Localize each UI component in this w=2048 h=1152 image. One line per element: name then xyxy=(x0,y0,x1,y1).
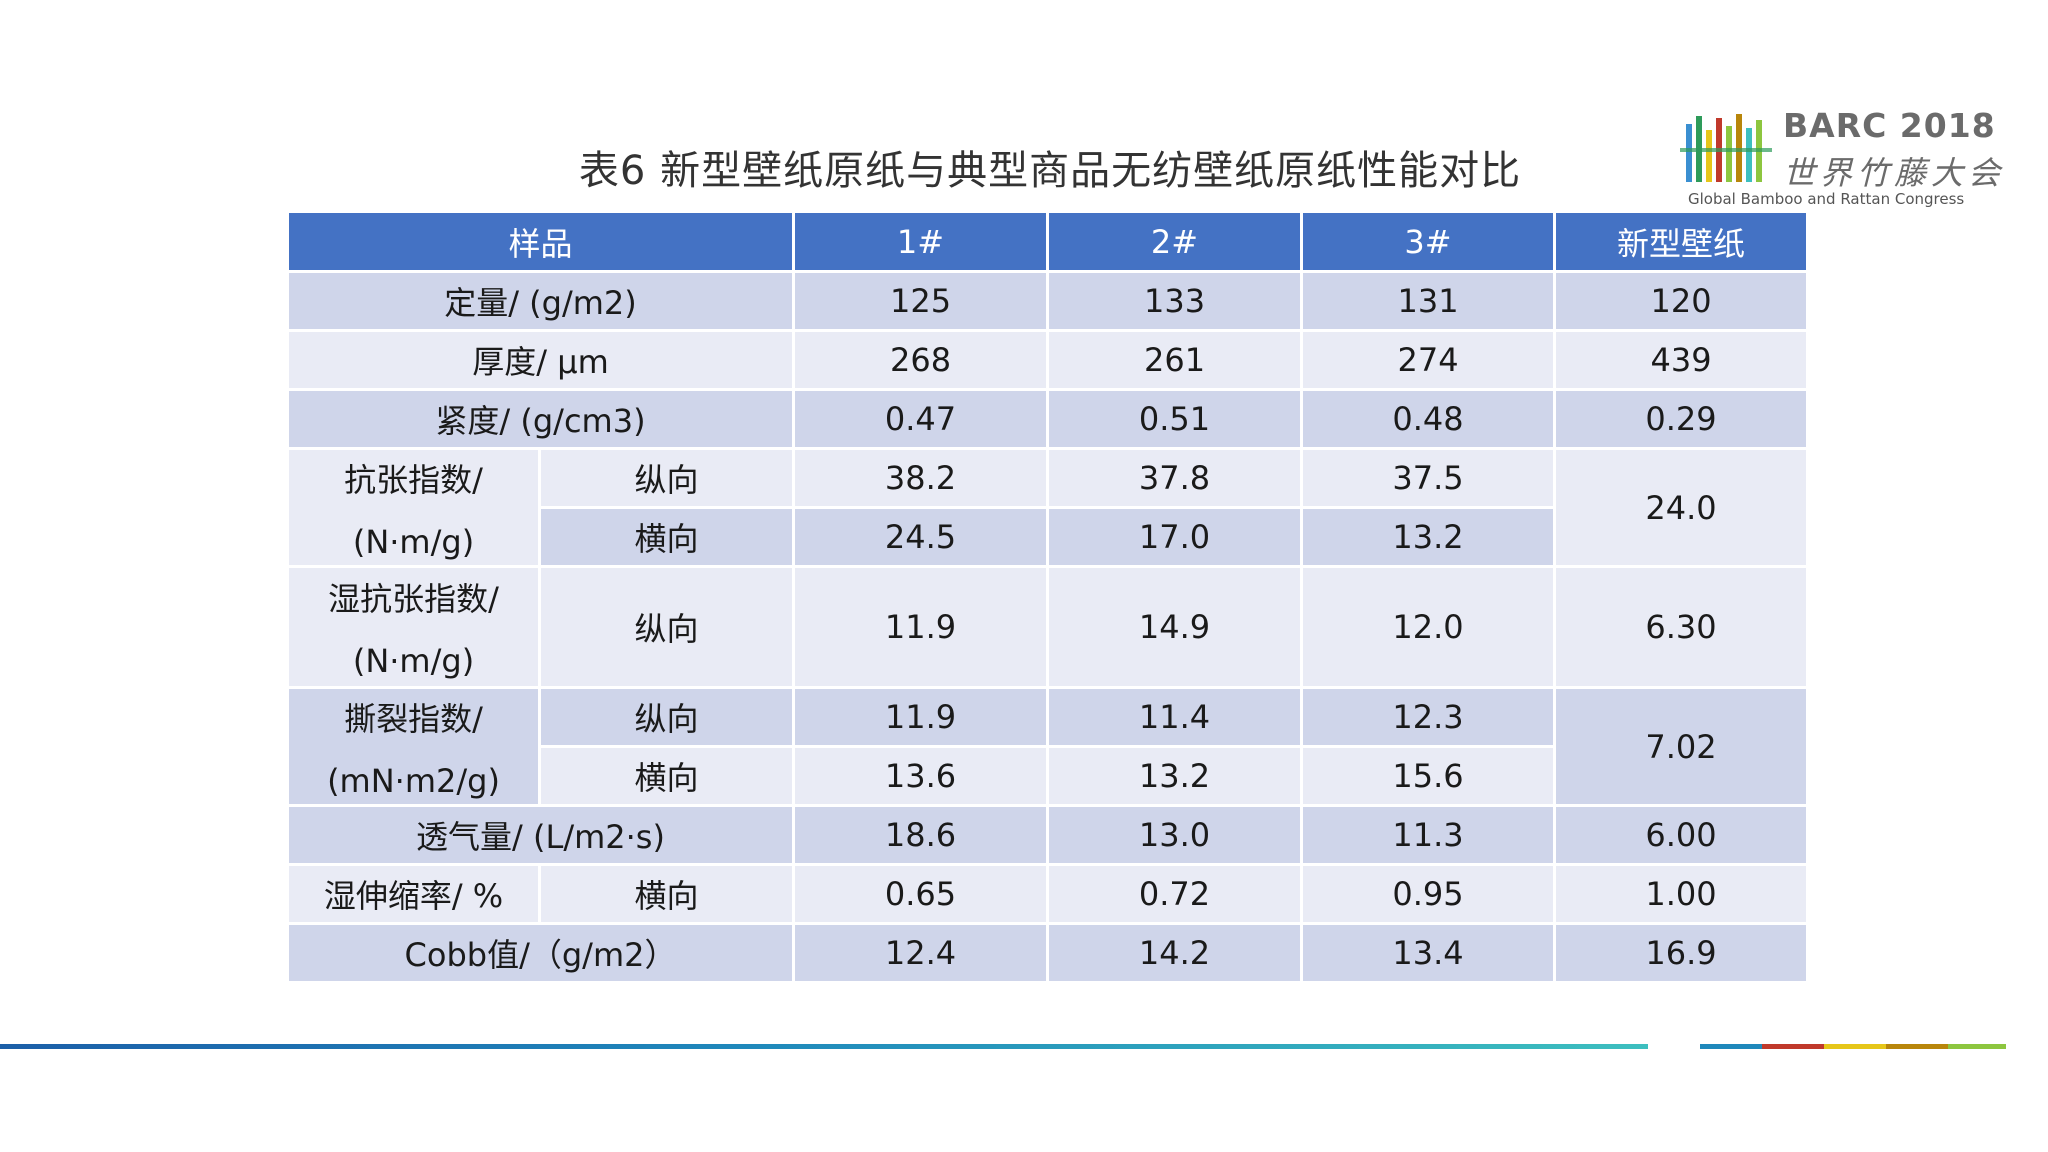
cell: 37.8 xyxy=(1046,447,1304,509)
sub-label: 横向 xyxy=(537,863,796,925)
cell: 13.4 xyxy=(1300,922,1557,984)
cell: 120 xyxy=(1553,270,1810,332)
cell: 0.29 xyxy=(1553,388,1810,450)
cell: 1.00 xyxy=(1553,863,1810,925)
slide-title: 表6 新型壁纸原纸与典型商品无纺壁纸原纸性能对比 xyxy=(578,148,1522,194)
cell: 12.4 xyxy=(792,922,1050,984)
cell: 0.72 xyxy=(1046,863,1304,925)
label-line: 抗张指数/ xyxy=(344,460,483,499)
sub-label: 横向 xyxy=(537,506,796,568)
cell: 18.6 xyxy=(792,804,1050,866)
cell: 11.4 xyxy=(1046,686,1304,748)
label-line: 湿抗张指数/ xyxy=(328,580,499,618)
cell: 14.9 xyxy=(1046,565,1304,689)
table-row: Cobb值/（g/m2） 12.4 14.2 13.4 16.9 xyxy=(285,922,1810,984)
cell: 16.9 xyxy=(1553,922,1810,984)
bamboo-stripes-icon xyxy=(1680,114,1772,182)
footer-segment xyxy=(1824,1044,1886,1049)
header-new: 新型壁纸 xyxy=(1553,210,1810,273)
cell: 11.9 xyxy=(792,565,1050,689)
footer-gradient-line xyxy=(0,1044,1648,1049)
cell: 24.0 xyxy=(1553,447,1810,568)
table-row: 定量/ (g/m2) 125 133 131 120 xyxy=(285,270,1810,332)
table-row: 撕裂指数/ (mN·m2/g) 纵向 11.9 11.4 12.3 7.02 xyxy=(286,686,1810,807)
row-label: Cobb值/（g/m2） xyxy=(285,922,796,984)
cell: 24.5 xyxy=(792,506,1050,568)
cell: 125 xyxy=(792,270,1050,332)
row-label: 撕裂指数/ (mN·m2/g) xyxy=(286,686,541,807)
table-row: 厚度/ μm 268 261 274 439 xyxy=(285,329,1810,391)
label-unit: (N·m/g) xyxy=(352,642,475,680)
cell: 12.0 xyxy=(1300,565,1557,689)
cell: 133 xyxy=(1046,270,1304,332)
cell: 6.30 xyxy=(1553,565,1810,689)
cell: 15.6 xyxy=(1300,745,1557,807)
row-label: 厚度/ μm xyxy=(285,329,796,391)
table-row: 横向 13.6 13.2 15.6 xyxy=(288,745,1808,807)
row-label: 透气量/ (L/m2·s) xyxy=(285,804,796,866)
sub-label: 纵向 xyxy=(537,565,796,689)
cell: 12.3 xyxy=(1300,686,1557,748)
cell: 11.9 xyxy=(792,686,1050,748)
cell: 13.0 xyxy=(1046,804,1304,866)
cell: 13.6 xyxy=(792,745,1050,807)
cell: 17.0 xyxy=(1046,506,1304,568)
cell: 11.3 xyxy=(1300,804,1557,866)
table-row: 湿伸缩率/ % 横向 0.65 0.72 0.95 1.00 xyxy=(286,863,1810,925)
label-unit: (mN·m2/g) xyxy=(327,761,500,800)
cell: 0.65 xyxy=(792,863,1050,925)
footer-segment xyxy=(1886,1044,1948,1049)
cell: 37.5 xyxy=(1300,447,1557,509)
cell: 439 xyxy=(1553,329,1810,391)
cell: 131 xyxy=(1300,270,1557,332)
comparison-table: 样品 1# 2# 3# 新型壁纸 定量/ (g/m2) 125 133 131 … xyxy=(285,210,1810,984)
cell: 7.02 xyxy=(1553,686,1810,807)
table-row: 抗张指数/ (N·m/g) 纵向 38.2 37.8 37.5 24.0 xyxy=(286,447,1810,568)
footer-segment xyxy=(1762,1044,1824,1049)
logo-chinese-name: 世界竹藤大会 xyxy=(1783,154,2006,192)
barc-logo: BARC 2018 世界竹藤大会 xyxy=(1680,104,2000,214)
table-row: 透气量/ (L/m2·s) 18.6 13.0 11.3 6.00 xyxy=(285,804,1810,866)
cell: 0.95 xyxy=(1300,863,1557,925)
table-row: 紧度/ (g/cm3) 0.47 0.51 0.48 0.29 xyxy=(285,388,1810,450)
cell: 14.2 xyxy=(1046,922,1304,984)
cell: 13.2 xyxy=(1300,506,1557,568)
header-2: 2# xyxy=(1046,210,1304,273)
label-line: 撕裂指数/ xyxy=(344,699,483,738)
table-row: 湿抗张指数/ (N·m/g) 纵向 11.9 14.9 12.0 6.30 xyxy=(286,565,1810,689)
row-label: 紧度/ (g/cm3) xyxy=(285,388,796,450)
footer-segment xyxy=(1948,1044,2006,1049)
header-sample: 样品 xyxy=(285,210,796,273)
logo-english-name: Global Bamboo and Rattan Congress xyxy=(1688,190,1965,208)
sub-label: 纵向 xyxy=(537,686,796,748)
header-3: 3# xyxy=(1300,210,1557,273)
cell: 268 xyxy=(792,329,1050,391)
cell: 38.2 xyxy=(792,447,1050,509)
cell: 0.47 xyxy=(792,388,1050,450)
row-label: 湿抗张指数/ (N·m/g) xyxy=(286,565,541,689)
label-unit: (N·m/g) xyxy=(352,522,475,561)
footer-segment xyxy=(1700,1044,1762,1049)
sub-label: 纵向 xyxy=(537,447,796,509)
header-1: 1# xyxy=(792,210,1050,273)
cell: 6.00 xyxy=(1553,804,1810,866)
cell: 13.2 xyxy=(1046,745,1304,807)
row-label: 定量/ (g/m2) xyxy=(285,270,796,332)
logo-title: BARC 2018 xyxy=(1783,106,1996,145)
table-header-row: 样品 1# 2# 3# 新型壁纸 xyxy=(285,210,1810,273)
row-label: 湿伸缩率/ % xyxy=(286,863,541,925)
cell: 261 xyxy=(1046,329,1304,391)
cell: 0.48 xyxy=(1300,388,1557,450)
table-row: 横向 24.5 17.0 13.2 xyxy=(288,506,1808,568)
cell: 0.51 xyxy=(1046,388,1304,450)
cell: 274 xyxy=(1300,329,1557,391)
sub-label: 横向 xyxy=(537,745,796,807)
row-label: 抗张指数/ (N·m/g) xyxy=(286,447,541,568)
